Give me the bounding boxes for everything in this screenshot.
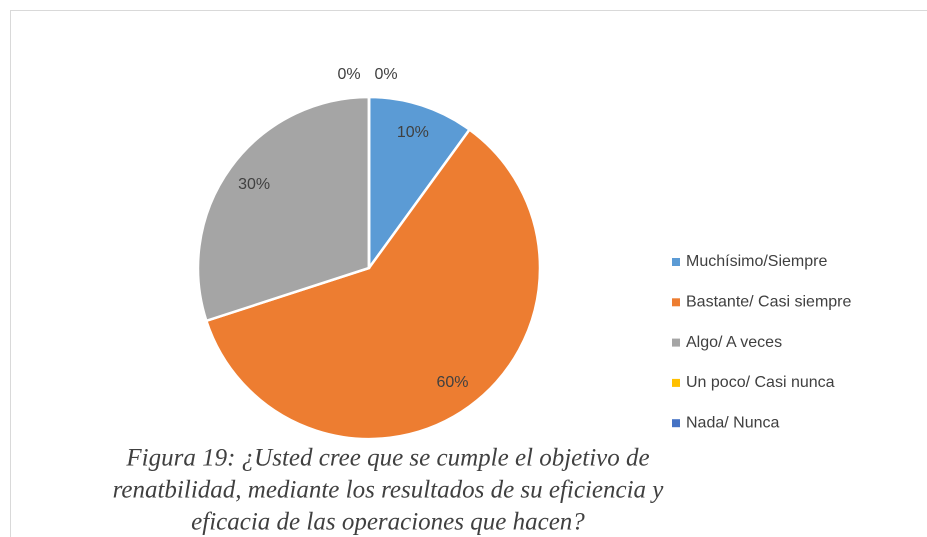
pie-slice	[204, 127, 542, 441]
legend-label: Algo/ A veces	[686, 334, 782, 351]
legend-label: Un poco/ Casi nunca	[686, 374, 835, 391]
data-label: 0%	[337, 66, 360, 83]
caption-line: renatbilidad, mediante los resultados de…	[113, 477, 665, 504]
data-label: 10%	[397, 124, 429, 141]
legend-swatch	[672, 419, 680, 428]
legend-swatch	[672, 378, 680, 387]
caption-line: eficacia de las operaciones que hacen?	[191, 509, 585, 536]
legend-label: Muchísimo/Siempre	[686, 253, 827, 270]
data-label: 30%	[238, 176, 270, 193]
legend-swatch	[672, 338, 680, 347]
legend-swatch	[672, 258, 680, 266]
data-label: 60%	[436, 374, 468, 391]
chart-border	[10, 10, 927, 537]
legend-swatch	[672, 298, 680, 307]
pie-slice	[196, 95, 371, 323]
pie-slice	[367, 95, 472, 272]
legend-label: Nada/ Nunca	[686, 414, 779, 431]
legend-label: Bastante/ Casi siempre	[686, 294, 852, 311]
caption-line: Figura 19: ¿Usted cree que se cumple el …	[125, 445, 649, 472]
data-label: 0%	[374, 66, 397, 83]
